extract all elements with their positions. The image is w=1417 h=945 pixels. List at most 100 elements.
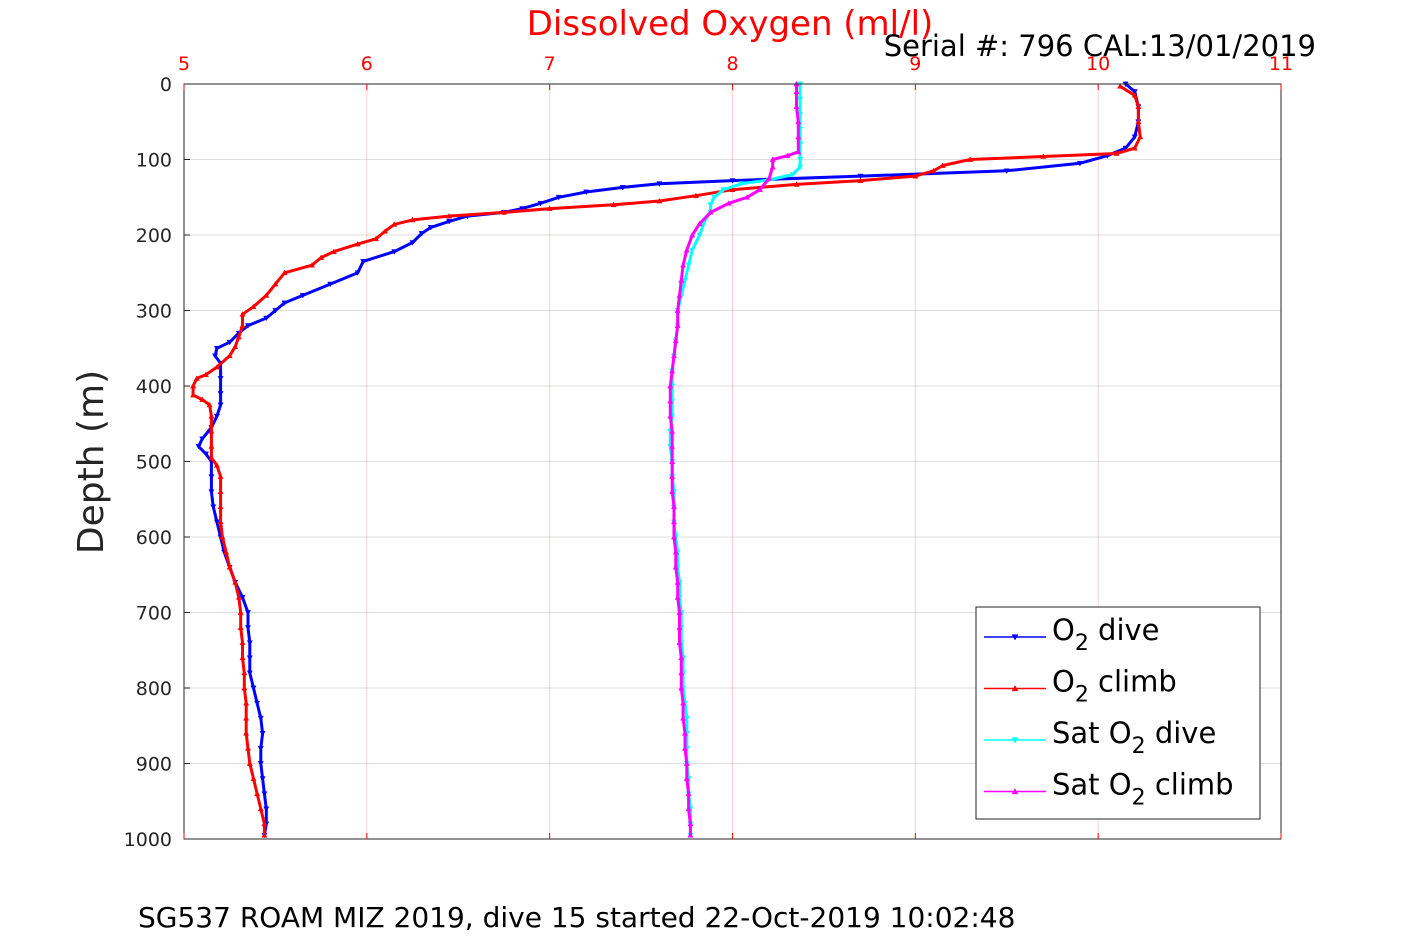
series-marker [797,164,804,171]
x-tick-label: 11 [1269,53,1293,75]
series-marker [237,624,244,630]
series-marker [681,745,688,751]
series-marker [681,277,688,284]
series-marker [610,201,617,208]
legend-item: Sat O2 climb [984,768,1234,811]
y-axis-label: Depth (m) [71,370,112,554]
series-marker [1122,145,1129,152]
series-marker [500,209,507,215]
legend-label: O2 climb [1052,665,1177,708]
series-marker [202,371,209,378]
series-marker [711,194,718,201]
series-marker [243,730,250,736]
series-marker [1137,133,1144,140]
series-marker [372,235,379,242]
series-marker [219,533,226,540]
series-marker [696,220,703,227]
series-marker [272,280,279,287]
series-marker [217,376,224,382]
series-marker [261,832,268,838]
series-marker [1040,153,1047,159]
y-tick-label: 400 [136,376,172,398]
series-o2-climb [190,83,1144,838]
series-marker [678,277,685,283]
x-tick-label: 6 [361,53,373,75]
series-marker [1076,160,1083,167]
series-marker [756,186,763,193]
legend-item: O2 climb [984,665,1177,708]
series-marker [250,775,257,781]
series-marker [217,402,224,408]
series-marker [683,715,690,722]
series-marker [244,610,252,616]
series-marker [795,148,802,155]
series-marker [261,820,268,827]
series-marker [725,200,732,206]
series-marker [676,639,683,646]
y-tick-label: 500 [136,452,172,474]
series-marker [678,669,685,676]
legend-label: Sat O2 climb [1052,768,1234,811]
series-marker [281,300,288,307]
series-marker [912,172,919,179]
series-marker [680,699,687,706]
series-marker [427,225,434,231]
series-marker [208,454,215,461]
series-marker [519,206,526,212]
series-marker [246,760,253,766]
series-marker [257,761,264,767]
series-marker [669,473,676,479]
series-marker [241,684,248,691]
series-marker [707,209,714,215]
series-marker [208,474,215,480]
series-marker [360,259,367,265]
series-marker [696,232,703,239]
y-axis-left: 0 100 200 300 400 500 600 700 800 900 1000 [124,74,190,851]
legend: O2 dive O2 climb Sat O2 dive Sat O2 climb [975,606,1261,820]
series-marker [208,428,215,434]
series-marker [669,488,676,495]
series-marker [263,292,270,298]
series-marker [729,178,736,184]
series-marker [257,715,264,722]
series-marker [1011,787,1019,795]
series-marker [202,451,209,458]
chart-title: Dissolved Oxygen (ml/l) [527,4,934,44]
series-marker [299,293,306,299]
series-marker [555,194,562,201]
series-marker [409,240,416,246]
series-marker [1003,168,1010,174]
series-marker [254,790,261,797]
series-marker [656,197,663,204]
series-marker [720,187,727,193]
y-tick-label: 700 [136,603,172,625]
series-marker [683,760,690,766]
series-marker [354,240,361,247]
series-marker [391,221,398,227]
y-tick-label: 0 [160,74,172,96]
series-marker [769,156,776,162]
series-marker [795,133,802,140]
series-marker [446,213,453,219]
series-marker [683,775,690,781]
series-marker [685,805,692,812]
series-marker [687,832,694,838]
series-marker [797,96,804,103]
series-marker [674,579,681,585]
series-marker [208,413,215,419]
series-marker [793,103,800,109]
chart-subtitle: Serial #: 796 CAL:13/01/2019 [884,29,1316,63]
series-marker [678,684,685,691]
series-marker [1135,118,1142,125]
series-marker [797,157,804,163]
series-marker [1131,145,1138,151]
series-marker [244,323,252,329]
series-marker [239,654,246,661]
series-marker [418,231,425,237]
series-marker [681,730,688,736]
series-marker [226,339,233,346]
series-marker [729,186,736,193]
series-marker [676,609,683,615]
series-marker [243,715,250,721]
y-tick-label: 900 [136,754,172,776]
